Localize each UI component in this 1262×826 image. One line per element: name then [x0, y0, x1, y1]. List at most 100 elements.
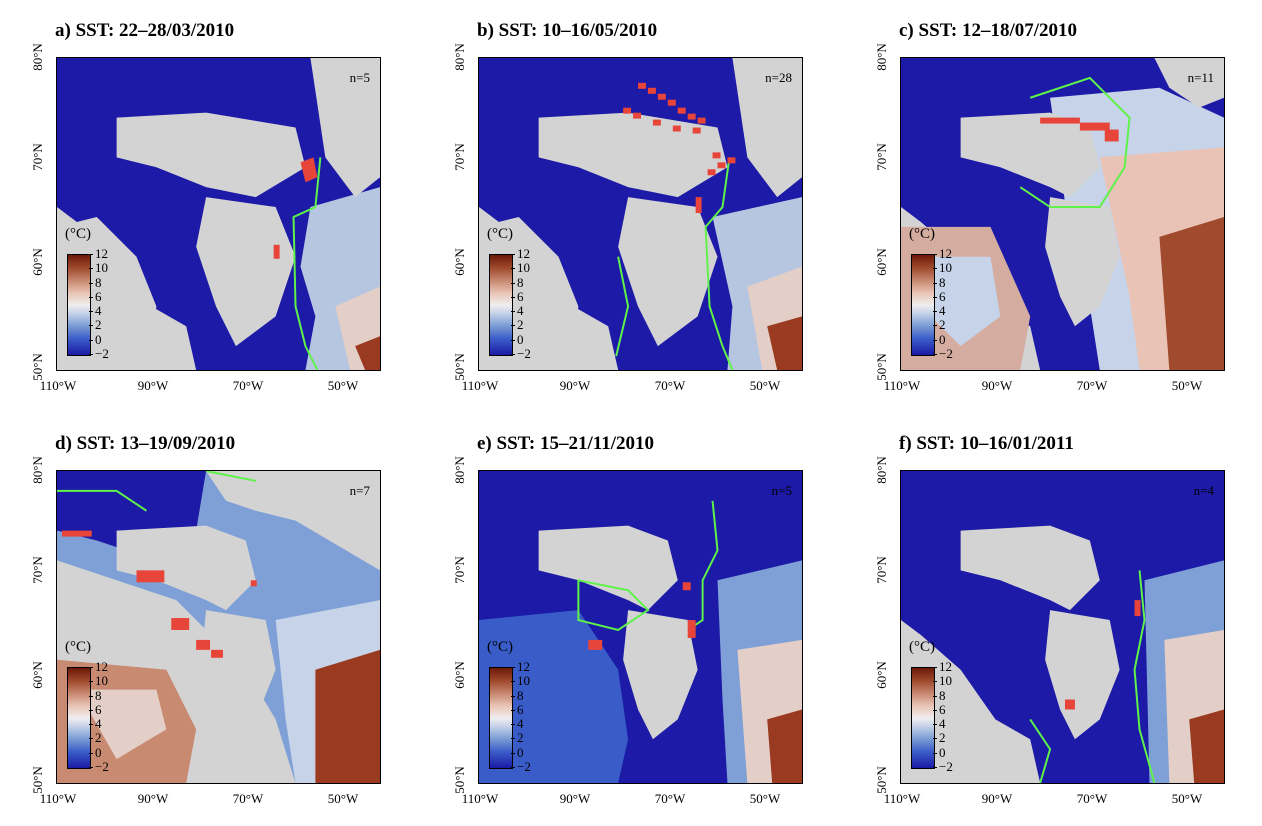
- colorbar-tick-label: −2: [517, 346, 531, 361]
- colorbar-tick-mark: [89, 254, 93, 255]
- longitude-tick-label: 70°W: [232, 378, 264, 393]
- panel-title: c) SST: 12–18/07/2010: [899, 20, 1078, 41]
- panel-title: a) SST: 22–28/03/2010: [55, 20, 235, 41]
- colorbar-tick-label: 6: [95, 288, 102, 304]
- colorbar-tick-mark: [933, 695, 937, 697]
- colorbar-unit: (°C): [909, 226, 935, 242]
- colorbar-tick-label: 10: [517, 673, 530, 689]
- colorbar-tick-label: 6: [517, 288, 524, 304]
- colorbar-tick-mark: [511, 767, 515, 768]
- colorbar-tick-mark: [933, 724, 937, 726]
- colorbar-tick-mark: [933, 667, 937, 668]
- colorbar-tick-label: 4: [95, 716, 102, 732]
- colorbar-tick-mark: [89, 695, 93, 697]
- colorbar-tick-label: 8: [939, 274, 946, 290]
- colorbar-unit: (°C): [487, 639, 513, 655]
- map-graphic: [901, 471, 1224, 783]
- colorbar-tick-label: 12: [939, 246, 952, 261]
- colorbar-unit: (°C): [909, 639, 935, 655]
- colorbar-tick-label: 0: [939, 744, 946, 760]
- panel-f: f) SST: 10–16/01/2011 n=4 (°C) 12 10 8 6 4 2 0−…: [844, 413, 1244, 818]
- colorbar: [489, 667, 513, 769]
- colorbar-tick-mark: [89, 709, 93, 711]
- longitude-tick-label: 50°W: [327, 378, 359, 393]
- longitude-tick-label: 90°W: [981, 791, 1013, 806]
- latitude-tick-label: 60°N: [874, 248, 889, 276]
- colorbar-tick-mark: [933, 282, 937, 284]
- longitude-tick-label: 50°W: [749, 791, 781, 806]
- colorbar-tick-mark: [89, 738, 93, 740]
- latitude-tick-label: 80°N: [30, 43, 45, 71]
- colorbar-tick-mark: [933, 681, 937, 683]
- longitude-tick-label: 90°W: [137, 378, 169, 393]
- latitude-tick-label: 70°N: [30, 556, 45, 584]
- colorbar-tick-label: 8: [517, 274, 524, 290]
- colorbar: [911, 254, 935, 356]
- sst-map: n=11 (°C) 12 10 8 6 4 2 0 −2: [900, 57, 1225, 371]
- observation-count: n=4: [1193, 483, 1214, 498]
- colorbar-tick-mark: [933, 709, 937, 711]
- colorbar-tick-label: 8: [95, 687, 102, 703]
- colorbar-tick-label: 10: [95, 260, 108, 276]
- colorbar-tick-label: 2: [95, 730, 102, 746]
- colorbar-tick-mark: [511, 282, 515, 284]
- map-graphic: [479, 471, 802, 783]
- colorbar-tick-label: 0: [517, 331, 524, 347]
- sst-map: n=5 (°C) 12 10 8 6 4 2 0 −2: [56, 57, 381, 371]
- colorbar-tick-label: −2: [939, 346, 953, 361]
- colorbar-tick-label: 12: [939, 659, 952, 674]
- latitude-tick-label: 70°N: [874, 556, 889, 584]
- panel-title: d) SST: 13–19/09/2010: [55, 433, 236, 454]
- colorbar-tick-label: 10: [939, 673, 952, 689]
- colorbar-unit: (°C): [65, 226, 91, 242]
- colorbar-tick-label: 4: [939, 716, 946, 732]
- colorbar-tick-label: 4: [517, 716, 524, 732]
- colorbar-tick-label: 6: [517, 701, 524, 717]
- colorbar-tick-mark: [89, 296, 93, 298]
- sst-map: n=7 (°C) 12 10 8 6 4 2 0 −2: [56, 470, 381, 784]
- colorbar-unit: (°C): [65, 639, 91, 655]
- longitude-tick-label: 110°W: [461, 791, 499, 806]
- observation-count: n=5: [349, 70, 370, 85]
- latitude-tick-label: 70°N: [874, 143, 889, 171]
- colorbar-tick-mark: [511, 296, 515, 298]
- sst-map: n=5 (°C) 12 10 8 6 4 2 0 −2: [478, 470, 803, 784]
- longitude-tick-label: 70°W: [1076, 378, 1108, 393]
- colorbar-tick-mark: [933, 767, 937, 768]
- colorbar-tick-label: 12: [95, 246, 108, 261]
- longitude-tick-label: 110°W: [461, 378, 499, 393]
- colorbar-tick-mark: [933, 339, 937, 341]
- colorbar-tick-label: 8: [939, 687, 946, 703]
- panel-title: e) SST: 15–21/11/2010: [477, 433, 654, 454]
- colorbar-tick-label: −2: [95, 759, 109, 774]
- colorbar-tick-mark: [511, 339, 515, 341]
- latitude-tick-label: 60°N: [452, 661, 467, 689]
- colorbar-tick-label: 0: [95, 331, 102, 347]
- latitude-tick-label: 80°N: [452, 456, 467, 484]
- colorbar-tick-mark: [933, 738, 937, 740]
- longitude-tick-label: 50°W: [749, 378, 781, 393]
- colorbar-tick-label: 4: [517, 303, 524, 319]
- colorbar-tick-label: 10: [939, 260, 952, 276]
- colorbar-tick-mark: [511, 354, 515, 355]
- longitude-tick-label: 110°W: [39, 791, 77, 806]
- longitude-tick-label: 50°W: [1171, 791, 1203, 806]
- colorbar-tick-mark: [511, 709, 515, 711]
- colorbar-tick-mark: [89, 311, 93, 313]
- colorbar-tick-label: 8: [95, 274, 102, 290]
- colorbar-tick-label: 6: [95, 701, 102, 717]
- latitude-tick-label: 60°N: [452, 248, 467, 276]
- colorbar-tick-label: −2: [939, 759, 953, 774]
- colorbar-tick-mark: [933, 268, 937, 270]
- latitude-tick-label: 80°N: [452, 43, 467, 71]
- latitude-tick-label: 70°N: [452, 556, 467, 584]
- colorbar-tick-mark: [511, 724, 515, 726]
- colorbar-tick-mark: [511, 667, 515, 668]
- map-graphic: [57, 471, 380, 783]
- longitude-tick-label: 70°W: [654, 791, 686, 806]
- colorbar: [67, 667, 91, 769]
- colorbar-tick-mark: [89, 354, 93, 355]
- map-graphic: [479, 58, 802, 370]
- colorbar-tick-mark: [511, 268, 515, 270]
- colorbar-tick-label: 6: [939, 288, 946, 304]
